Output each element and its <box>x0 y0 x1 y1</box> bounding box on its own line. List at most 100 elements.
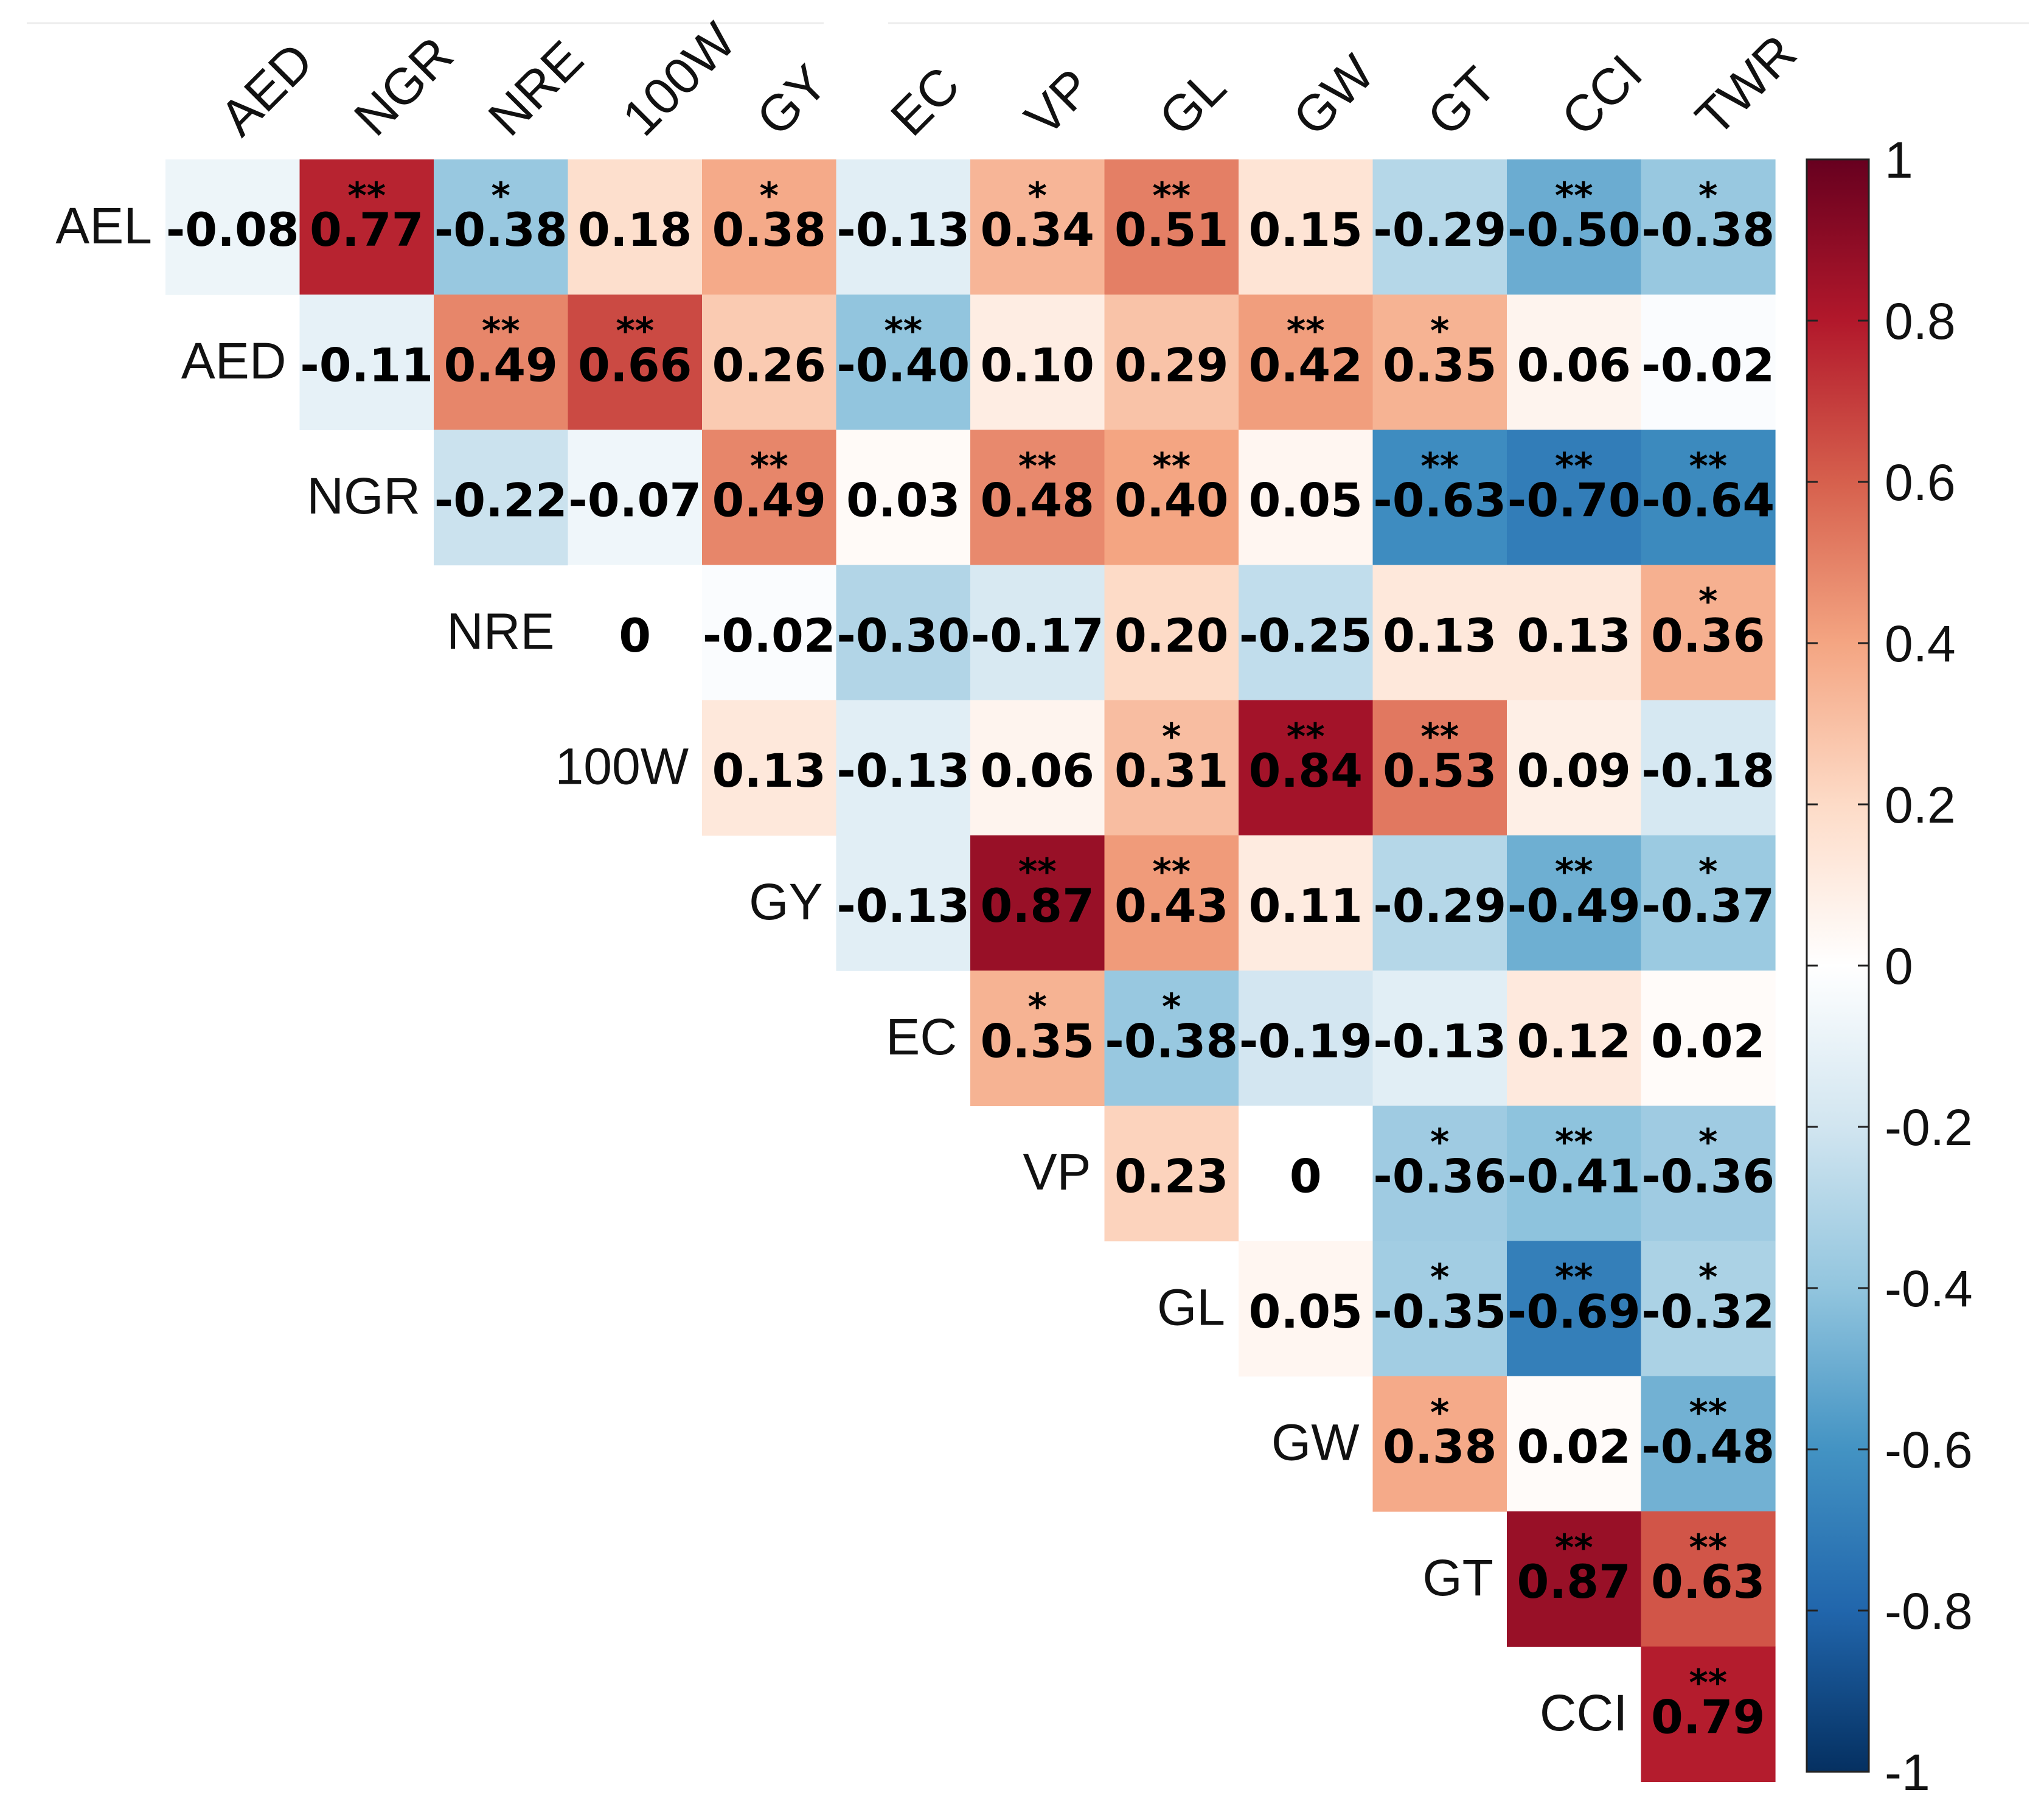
heatmap-cell: 0.13 <box>1372 565 1507 701</box>
cell-value: 0.35 <box>1383 338 1497 392</box>
significance-marker: * <box>760 175 779 217</box>
heatmap-cell: 0.02 <box>1507 1376 1642 1512</box>
heatmap-cell: 0.63** <box>1641 1511 1776 1647</box>
cell-rect <box>1507 430 1642 566</box>
cell-value: 0.49 <box>443 338 558 392</box>
heatmap-cell: -0.07 <box>568 430 703 566</box>
heatmap-cell: 0.20 <box>1104 565 1239 701</box>
heatmap-cell: -0.41** <box>1507 1106 1642 1242</box>
heatmap-cell: 0.02 <box>1641 970 1776 1106</box>
cell-value: -0.70 <box>1507 473 1641 528</box>
heatmap-cell: 0.12 <box>1507 970 1642 1106</box>
heatmap-cell: 0.87** <box>970 835 1105 971</box>
significance-marker: ** <box>1420 716 1459 758</box>
heatmap-cell: -0.35* <box>1372 1241 1507 1377</box>
heatmap-cell: 0.05 <box>1239 1241 1374 1377</box>
cell-rect <box>1372 1106 1507 1242</box>
cell-rect <box>434 294 569 430</box>
cell-rect <box>1372 1241 1507 1377</box>
heatmap-cell: -0.64** <box>1641 430 1776 566</box>
heatmap-cell: 0.15 <box>1239 159 1374 295</box>
cell-rect <box>1641 970 1776 1106</box>
significance-marker: ** <box>1018 445 1057 487</box>
row-label: NGR <box>307 467 420 524</box>
heatmap-cell: -0.38* <box>1641 159 1776 295</box>
row-label: NRE <box>447 602 554 660</box>
row-labels: AEL AED NGR NRE 100W GY EC VP GL GW GT CCI <box>55 197 1627 1741</box>
colorbar-tick-label: 0.4 <box>1885 615 1956 672</box>
colorbar-ticks: 1 0.8 0.6 0.4 0.2 0 -0.2 -0.4 -0.6 -0.8 -1 <box>1807 131 1973 1801</box>
column-label: AED <box>209 32 324 147</box>
significance-marker: * <box>1698 175 1717 217</box>
cell-rect <box>836 159 971 295</box>
significance-marker: ** <box>1420 445 1459 487</box>
heatmap-cell: 0.42** <box>1239 294 1374 430</box>
column-label: 100W <box>611 12 746 147</box>
cell-rect <box>836 294 971 430</box>
cell-rect <box>970 430 1105 566</box>
column-label: NRE <box>478 30 594 147</box>
cell-value: -0.02 <box>1641 338 1775 392</box>
column-label: TWR <box>1684 24 1807 147</box>
cell-rect <box>1239 835 1374 971</box>
row-label: EC <box>886 1008 957 1065</box>
cell-rect <box>970 294 1105 430</box>
significance-marker: * <box>1698 580 1717 623</box>
cell-rect <box>1641 1106 1776 1242</box>
cell-rect <box>1104 970 1239 1106</box>
significance-marker: * <box>1430 1256 1449 1299</box>
cell-value: -0.11 <box>300 338 433 392</box>
cell-value: 0.03 <box>846 473 961 528</box>
column-label: GW <box>1282 44 1385 147</box>
cell-value: -0.22 <box>434 473 568 528</box>
colorbar-tick-label: 1 <box>1885 131 1913 189</box>
heatmap-cell: -0.18 <box>1641 700 1776 836</box>
heatmap-cell: -0.02 <box>1641 294 1776 430</box>
cell-value: -0.29 <box>1373 879 1506 933</box>
cell-value: 0.20 <box>1114 608 1229 663</box>
cell-value: 0.15 <box>1248 203 1363 257</box>
heatmap-cell: -0.69** <box>1507 1241 1642 1377</box>
heatmap-cell: 0.51** <box>1104 159 1239 295</box>
significance-marker: ** <box>1555 445 1593 487</box>
cell-rect <box>970 159 1105 295</box>
heatmap-cell: -0.13 <box>836 835 971 971</box>
heatmap-cell: 0 <box>1239 1106 1374 1242</box>
significance-marker: ** <box>1555 851 1593 893</box>
heatmap-cell: -0.13 <box>836 700 971 836</box>
cell-rect <box>1507 1241 1642 1377</box>
heatmap-cell: -0.11 <box>299 294 434 430</box>
cell-value: 0.87 <box>980 879 1094 933</box>
cell-rect <box>970 565 1105 701</box>
heatmap-cell: 0.35* <box>970 970 1105 1106</box>
cell-rect <box>1239 970 1374 1106</box>
cell-rect <box>702 430 837 566</box>
cell-rect <box>1641 835 1776 971</box>
heatmap-cell: 0.03 <box>836 430 971 566</box>
heatmap-cell: -0.25 <box>1239 565 1374 701</box>
cell-value: 0.38 <box>1383 1420 1497 1474</box>
cell-rect <box>1372 159 1507 295</box>
colorbar-tick-label: 0.2 <box>1885 776 1956 834</box>
heatmap-cell: 0.66** <box>568 294 703 430</box>
significance-marker: ** <box>1152 175 1191 217</box>
cell-value: 0.18 <box>578 203 692 257</box>
cell-value: 0.13 <box>1383 608 1497 663</box>
row-label: VP <box>1023 1143 1091 1200</box>
cell-rect <box>1641 565 1776 701</box>
cell-rect <box>836 700 971 836</box>
significance-marker: ** <box>1689 1662 1727 1704</box>
cell-rect <box>165 159 301 295</box>
heatmap-cell: -0.29 <box>1372 835 1507 971</box>
cell-rect <box>1641 430 1776 566</box>
heatmap-cell: -0.08 <box>165 159 301 295</box>
cell-rect <box>1239 294 1374 430</box>
cell-value: 0.53 <box>1383 744 1497 798</box>
cell-value: -0.32 <box>1641 1284 1775 1339</box>
cell-rect <box>1372 565 1507 701</box>
heatmap-cell: -0.38* <box>1104 970 1239 1106</box>
heatmap-cell: 0.18 <box>568 159 703 295</box>
heatmap-cell: 0.49** <box>434 294 569 430</box>
